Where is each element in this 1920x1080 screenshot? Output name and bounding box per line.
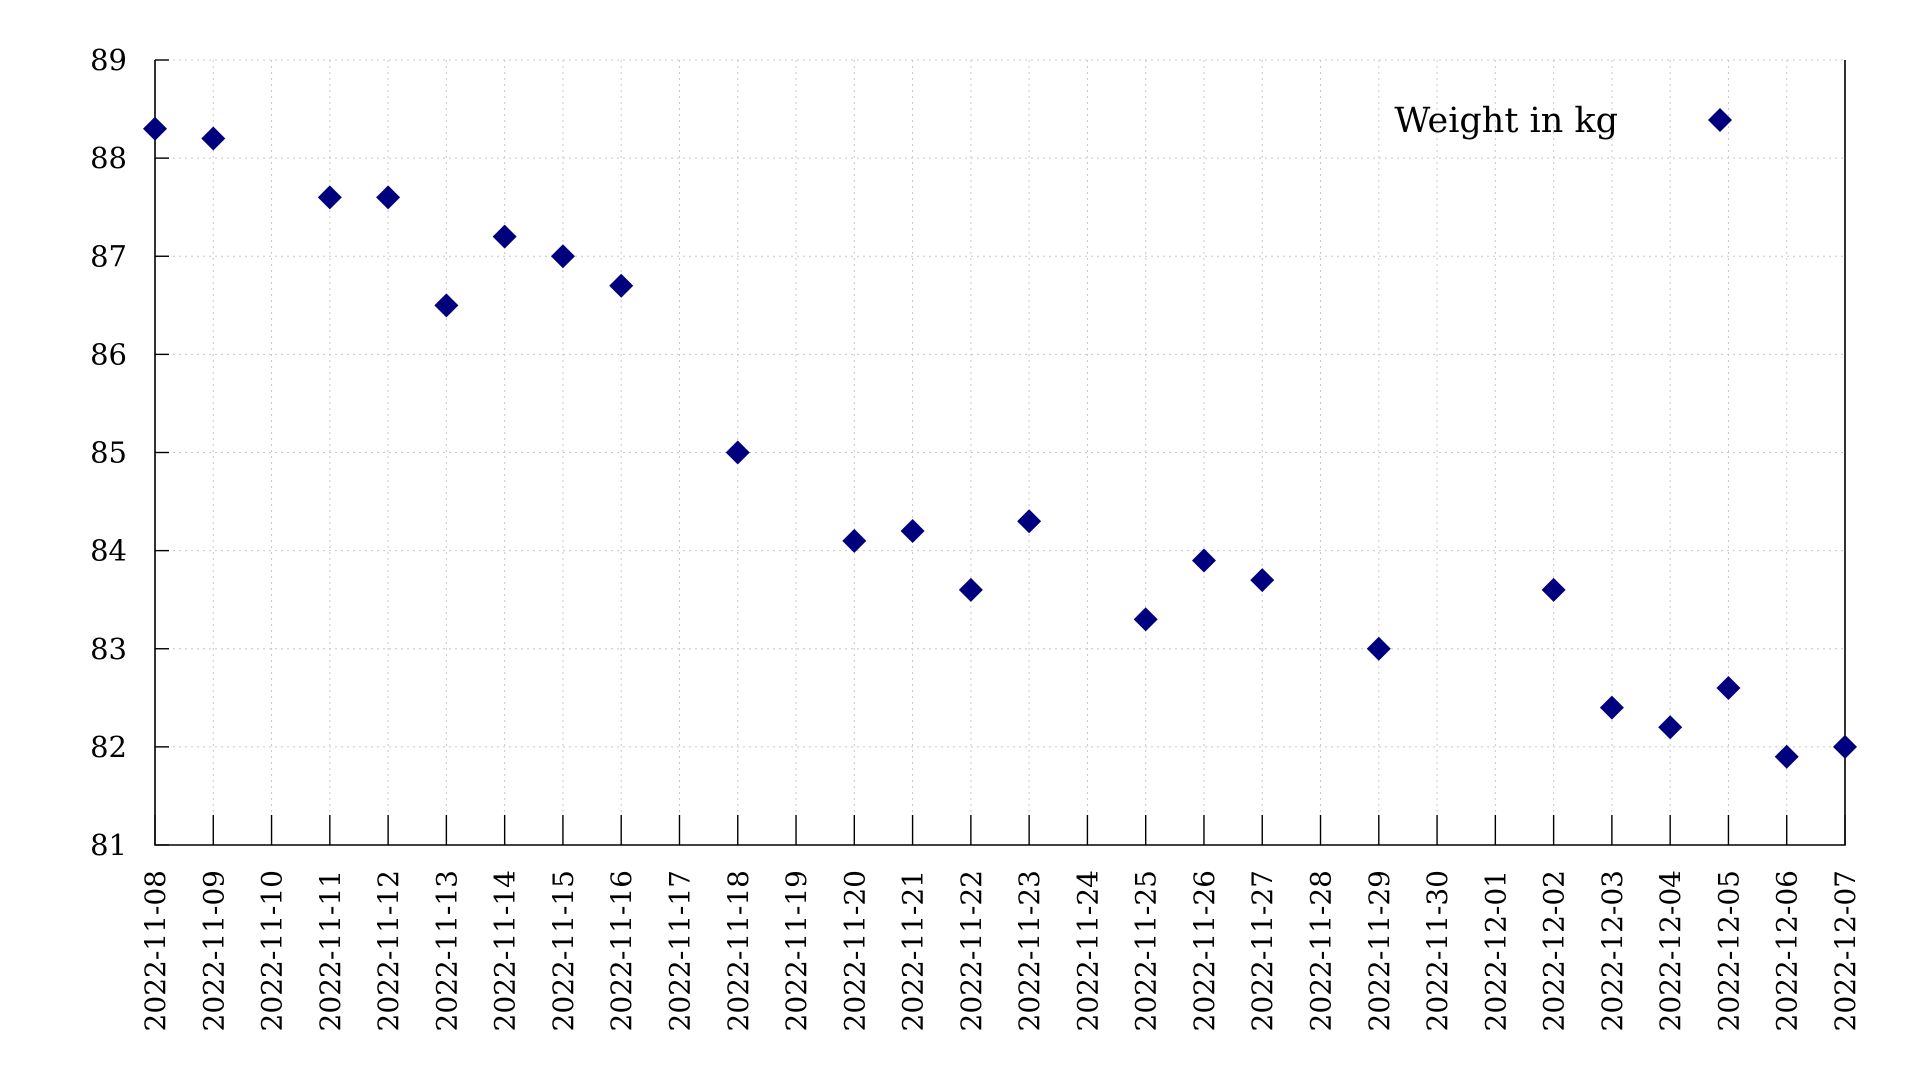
x-tick-label: 2022-11-23: [1013, 870, 1046, 1031]
data-point: [1599, 695, 1624, 720]
x-tick-label: 2022-12-01: [1479, 870, 1512, 1031]
grid: [154, 59, 1846, 846]
y-tick-label: 82: [90, 730, 127, 764]
x-tick-label: 2022-11-12: [372, 870, 405, 1031]
y-tick-label: 83: [90, 632, 127, 666]
x-tick-label: 2022-11-30: [1421, 870, 1454, 1031]
data-point: [434, 293, 459, 318]
x-tick-label: 2022-11-17: [663, 870, 696, 1031]
data-point: [609, 273, 634, 298]
x-tick-label: 2022-11-08: [139, 870, 172, 1031]
x-tick-label: 2022-11-18: [722, 870, 755, 1031]
x-tick-label: 2022-11-20: [838, 870, 871, 1031]
data-point: [1658, 715, 1683, 740]
data-point: [958, 577, 983, 602]
data-point: [1716, 676, 1741, 700]
x-tick-label: 2022-12-02: [1538, 870, 1571, 1031]
x-tick-label: 2022-11-28: [1305, 870, 1338, 1031]
data-point: [1833, 734, 1857, 759]
y-tick-label: 89: [90, 43, 127, 77]
legend: Weight in kg: [1394, 101, 1732, 141]
x-tick-label: 2022-12-05: [1712, 870, 1745, 1031]
x-tick-label: 2022-11-27: [1246, 870, 1279, 1031]
data-point: [1133, 607, 1158, 632]
data-point: [725, 440, 750, 465]
y-tick-label: 85: [90, 436, 127, 470]
data-point: [1250, 568, 1275, 593]
legend-label: Weight in kg: [1394, 101, 1618, 141]
y-tick-label: 84: [90, 534, 127, 568]
x-tick-label: 2022-11-29: [1363, 870, 1396, 1031]
data-point: [1774, 744, 1799, 769]
x-tick-label: 2022-11-16: [605, 870, 638, 1031]
data-point: [201, 126, 226, 151]
data-point: [492, 224, 517, 249]
data-point: [900, 519, 925, 543]
x-tick-label: 2022-11-09: [197, 870, 230, 1031]
data-point: [550, 244, 575, 269]
y-tick-label: 81: [90, 828, 127, 862]
x-tick-label: 2022-11-26: [1188, 870, 1221, 1031]
data-point: [842, 528, 867, 553]
x-tick-label: 2022-11-14: [489, 870, 522, 1031]
y-tick-label: 88: [90, 141, 127, 175]
y-tick-label: 86: [90, 337, 127, 371]
x-tick-label: 2022-11-21: [897, 870, 930, 1031]
data-point: [376, 185, 401, 210]
x-tick-label: 2022-12-03: [1596, 870, 1629, 1031]
y-axis-ticks: 81 82 83 84 85 86 87 88 89: [90, 43, 169, 862]
x-tick-label: 2022-11-10: [256, 870, 289, 1031]
x-tick-label: 2022-11-24: [1071, 870, 1104, 1031]
x-tick-label: 2022-11-13: [430, 870, 463, 1031]
data-point: [1191, 548, 1216, 573]
x-tick-label: 2022-11-25: [1130, 870, 1163, 1031]
data-point: [143, 116, 167, 141]
data-point: [1017, 509, 1042, 534]
data-point: [317, 185, 342, 210]
x-axis-ticks: 2022-11-08 2022-11-09 2022-11-10 2022-11-11…: [139, 815, 1862, 1031]
x-tick-label: 2022-11-15: [547, 870, 580, 1031]
x-tick-label: 2022-12-07: [1829, 870, 1862, 1031]
data-point: [1541, 577, 1566, 602]
x-tick-label: 2022-12-06: [1771, 870, 1804, 1031]
x-tick-label: 2022-11-22: [955, 870, 988, 1031]
data-points: [143, 116, 1857, 769]
y-tick-label: 87: [90, 239, 127, 273]
x-tick-label: 2022-11-19: [780, 870, 813, 1031]
data-point: [1366, 636, 1391, 661]
x-tick-label: 2022-12-04: [1654, 870, 1687, 1031]
legend-marker: [1708, 108, 1732, 132]
x-tick-label: 2022-11-11: [314, 870, 347, 1031]
